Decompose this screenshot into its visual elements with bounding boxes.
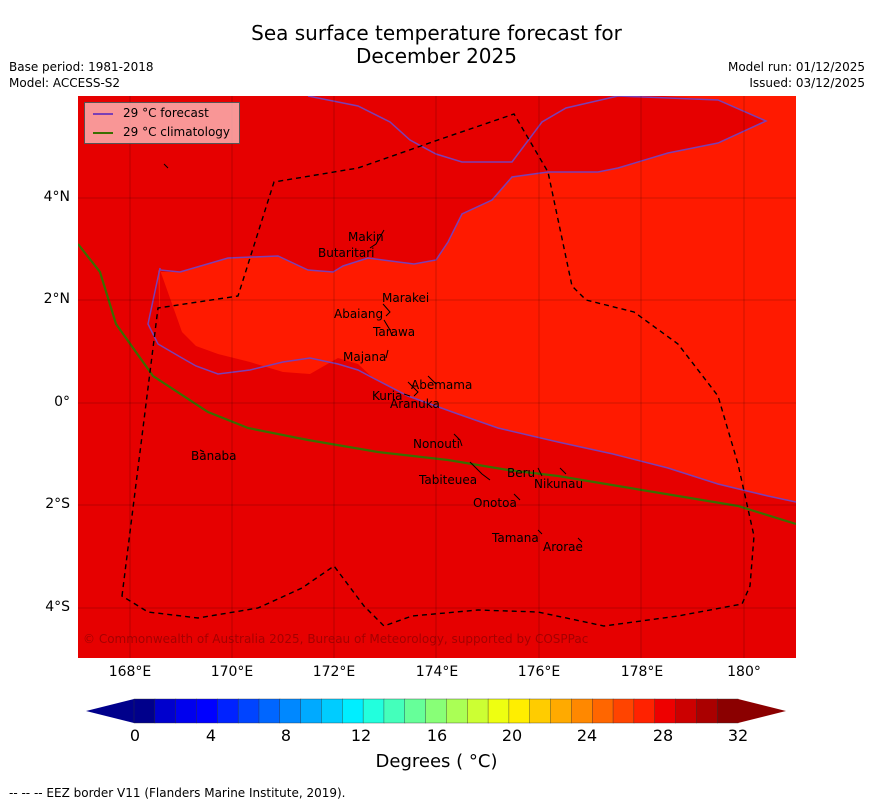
left-meta: Base period: 1981-2018 Model: ACCESS-S2 (9, 59, 154, 91)
place-label: Tarawa (373, 325, 416, 339)
issued-date: Issued: 03/12/2025 (749, 76, 865, 90)
gridlines (78, 96, 796, 658)
legend-climatology-swatch (93, 132, 113, 134)
cool-sst-region (158, 96, 796, 502)
colorbar-cell (633, 698, 656, 724)
climatology-contour (78, 243, 796, 526)
colorbar-over-arrow (738, 699, 786, 723)
colorbar-cell (508, 698, 531, 724)
colorbar-cell (425, 698, 447, 724)
place-label: Butaritari (318, 246, 375, 260)
base-period: Base period: 1981-2018 (9, 60, 154, 74)
colorbar-cell (154, 698, 177, 724)
colorbar-cell (300, 698, 322, 724)
place-label: Makin (348, 230, 384, 244)
colorbar-cell (654, 698, 677, 724)
y-tick-label: 2°N (43, 291, 70, 307)
colorbar-label: Degrees ( °C) (375, 751, 498, 772)
place-label: Onotoa (473, 496, 517, 510)
title-line-1: Sea surface temperature forecast for (251, 21, 622, 45)
colorbar-tick: 28 (652, 726, 674, 745)
colorbar-cell (175, 698, 197, 724)
colorbar-cell (612, 698, 635, 724)
colorbar-cell (446, 698, 468, 724)
title-line-2: December 2025 (356, 44, 517, 68)
colorbar-cell (279, 698, 302, 724)
colorbar-cell (716, 698, 739, 724)
model-run: Model run: 01/12/2025 (727, 60, 865, 74)
x-tick-label: 178°E (620, 664, 664, 680)
island-outlines (163, 163, 583, 543)
colorbar-cell (550, 698, 572, 724)
place-label: Beru (507, 466, 536, 480)
place-label: Abemama (411, 378, 473, 392)
y-tick-label: 0° (54, 394, 70, 410)
colorbar-cell (404, 698, 427, 724)
colorbar-under-arrow (86, 699, 134, 723)
right-meta: Model run: 01/12/2025 Issued: 03/12/2025 (728, 59, 865, 91)
x-tick-label: 176°E (517, 664, 561, 680)
place-label: Nikunau (534, 477, 584, 491)
colorbar-tick: 12 (350, 726, 372, 745)
x-tick-label: 170°E (210, 664, 254, 680)
place-label: Abaiang (334, 307, 384, 321)
map-svg (78, 96, 796, 658)
x-tick-label: 172°E (312, 664, 356, 680)
copyright-note: © Commonwealth of Australia 2025, Bureau… (83, 632, 589, 646)
x-tick-label: 174°E (415, 664, 459, 680)
place-label: Arorae (543, 540, 583, 554)
place-label: Kuria (372, 389, 403, 403)
map-panel: 29 °C forecast 29 °C climatology Makin B… (78, 96, 796, 658)
x-tick-label: 168°E (108, 664, 152, 680)
place-label: Aranuka (390, 397, 440, 411)
place-label: Nonouti (413, 437, 460, 451)
colorbar-cell (675, 698, 697, 724)
colorbar-cell (217, 698, 239, 724)
colorbar-tick: 8 (280, 726, 292, 745)
x-tick-label: 180° (727, 664, 761, 680)
place-label: Banaba (191, 449, 237, 463)
place-label: Tamana (492, 531, 539, 545)
colorbar-cell (696, 698, 718, 724)
place-label: Tabiteuea (419, 473, 478, 487)
legend-box: 29 °C forecast 29 °C climatology (84, 102, 240, 144)
eez-border (121, 113, 755, 627)
y-tick-label: 4°N (43, 189, 70, 205)
colorbar-cell (237, 698, 260, 724)
warm-sst-north-band (308, 96, 618, 162)
colorbar-cell (362, 698, 385, 724)
place-label: Majana (343, 350, 387, 364)
colorbar-cells (133, 698, 739, 724)
colorbar-cell (529, 698, 552, 724)
colorbar-cell (467, 698, 489, 724)
colorbar-cell (487, 698, 510, 724)
model-name: Model: ACCESS-S2 (9, 76, 121, 90)
legend-forecast-swatch (93, 113, 113, 115)
colorbar-tick: 24 (576, 726, 598, 745)
colorbar-cell (321, 698, 343, 724)
forecast-contour-north (179, 96, 768, 273)
colorbar-cell (592, 698, 614, 724)
colorbar-cell (133, 698, 156, 724)
colorbar (86, 698, 786, 724)
colorbar-cell (571, 698, 593, 724)
legend-forecast-label: 29 °C forecast (123, 106, 209, 120)
legend-climatology-label: 29 °C climatology (123, 125, 231, 139)
colorbar-tick: 32 (727, 726, 749, 745)
colorbar-cell (383, 698, 406, 724)
colorbar-cell (196, 698, 218, 724)
colorbar-cell (258, 698, 281, 724)
colorbar-cell (342, 698, 364, 724)
colorbar-tick: 0 (129, 726, 141, 745)
colorbar-tick: 16 (426, 726, 448, 745)
y-tick-label: 2°S (45, 496, 70, 512)
colorbar-tick: 4 (205, 726, 217, 745)
footer-note: -- -- -- EEZ border V11 (Flanders Marine… (9, 786, 346, 800)
chart-title: Sea surface temperature forecast for Dec… (0, 22, 873, 68)
forecast-contour-south (147, 267, 796, 503)
place-label: Marakei (382, 291, 430, 305)
colorbar-tick: 20 (501, 726, 523, 745)
y-tick-label: 4°S (45, 599, 70, 615)
